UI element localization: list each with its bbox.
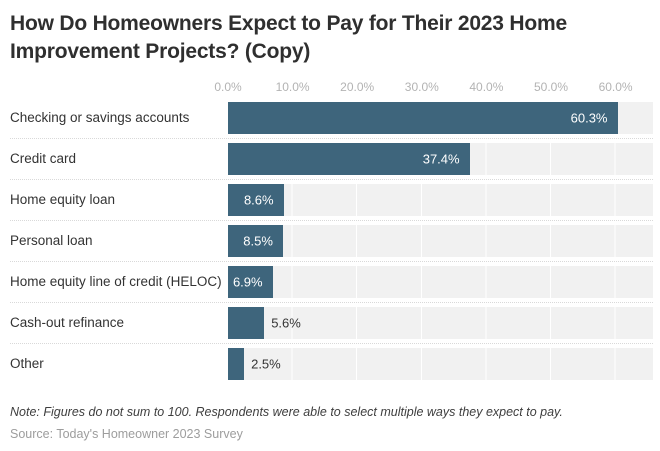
- plot-strip: 2.5%: [228, 347, 653, 380]
- bar: 60.3%: [228, 101, 618, 134]
- x-axis-tick: 50.0%: [533, 79, 569, 94]
- chart-row: Credit card 37.4%: [10, 137, 653, 179]
- bar: 8.6%: [228, 183, 284, 216]
- category-label: Cash-out refinance: [10, 314, 125, 330]
- chart-row: Checking or savings accounts 60.3%: [10, 98, 653, 138]
- chart-row: Cash-out refinance 5.6%: [10, 301, 653, 343]
- x-axis: 0.0% 10.0% 20.0% 30.0% 40.0% 50.0% 60.0%: [214, 79, 653, 95]
- value-label: 6.9%: [232, 274, 263, 290]
- category-label: Home equity loan: [10, 191, 116, 207]
- value-label: 8.6%: [243, 192, 274, 208]
- plot-strip: 37.4%: [228, 142, 653, 175]
- bar: 6.9%: [228, 265, 273, 298]
- plot-strip: 8.6%: [228, 183, 653, 216]
- category-label: Credit card: [10, 150, 77, 166]
- bar-chart: Checking or savings accounts 60.3% Credi…: [10, 98, 653, 384]
- chart-row: Home equity loan 8.6%: [10, 178, 653, 220]
- plot-strip: 8.5%: [228, 224, 653, 257]
- value-label: 8.5%: [243, 233, 273, 249]
- x-axis-tick: 20.0%: [340, 79, 375, 94]
- source-text: Source: Today's Homeowner 2023 Survey: [10, 426, 243, 441]
- plot-strip: 6.9%: [228, 265, 653, 298]
- value-label: 5.6%: [271, 315, 301, 331]
- x-axis-tick: 30.0%: [404, 79, 439, 94]
- chart-row: Home equity line of credit (HELOC) 6.9%: [10, 260, 653, 302]
- value-label: 60.3%: [570, 110, 608, 126]
- bar: 2.5%: [228, 347, 281, 380]
- bar: 8.5%: [228, 224, 283, 257]
- bar: 5.6%: [228, 306, 301, 339]
- x-axis-tick: 60.0%: [598, 79, 633, 94]
- chart-row: Other 2.5%: [10, 342, 653, 384]
- category-label: Checking or savings accounts: [10, 109, 190, 125]
- x-axis-tick: 40.0%: [469, 79, 504, 94]
- value-label: 2.5%: [251, 356, 281, 372]
- x-axis-tick: 0.0%: [214, 79, 242, 94]
- chart-row: Personal loan 8.5%: [10, 219, 653, 261]
- category-label: Other: [10, 355, 44, 371]
- plot-strip: 60.3%: [228, 101, 653, 134]
- page-title: How Do Homeowners Expect to Pay for Thei…: [10, 12, 567, 63]
- bar: 37.4%: [228, 142, 470, 175]
- category-label: Home equity line of credit (HELOC): [10, 273, 222, 289]
- note-text: Note: Figures do not sum to 100. Respond…: [10, 404, 563, 419]
- category-label: Personal loan: [10, 232, 93, 248]
- value-label: 37.4%: [422, 151, 460, 167]
- plot-strip: 5.6%: [228, 306, 653, 339]
- x-axis-tick: 10.0%: [275, 79, 310, 94]
